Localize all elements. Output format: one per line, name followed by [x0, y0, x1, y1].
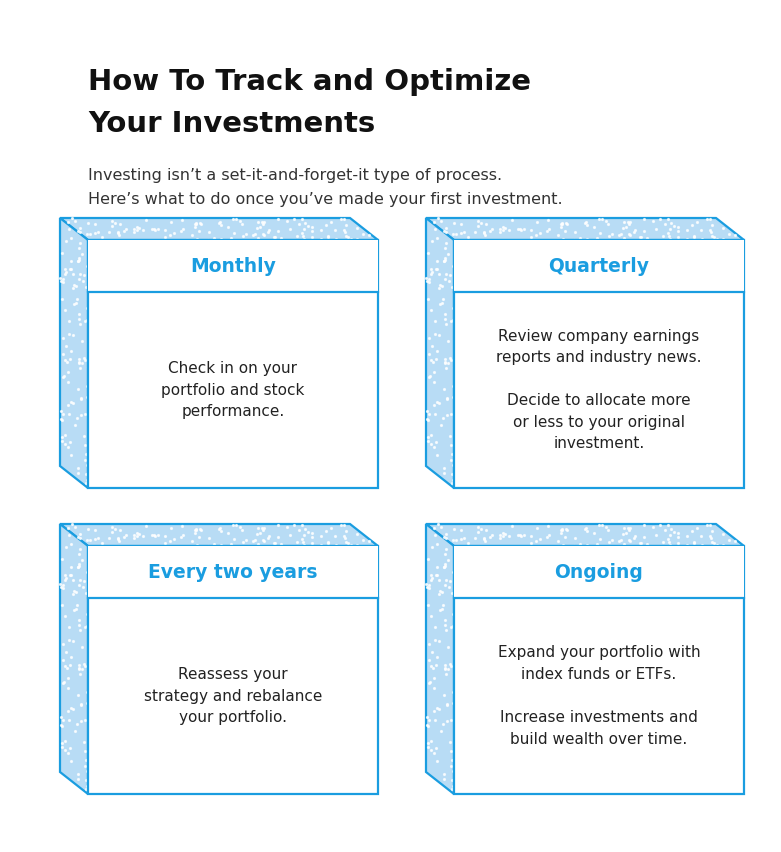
Text: Investing isn’t a set-it-and-forget-it type of process.: Investing isn’t a set-it-and-forget-it t… [88, 168, 502, 183]
FancyBboxPatch shape [454, 240, 744, 488]
FancyBboxPatch shape [88, 240, 378, 488]
Polygon shape [426, 218, 454, 488]
Polygon shape [60, 218, 88, 488]
Polygon shape [60, 524, 88, 794]
FancyBboxPatch shape [88, 546, 378, 598]
Polygon shape [60, 218, 378, 240]
Text: Check in on your
portfolio and stock
performance.: Check in on your portfolio and stock per… [162, 361, 305, 419]
Text: Quarterly: Quarterly [548, 256, 650, 275]
Text: Every two years: Every two years [148, 562, 318, 582]
FancyBboxPatch shape [454, 546, 744, 598]
FancyBboxPatch shape [454, 240, 744, 292]
Polygon shape [60, 524, 378, 546]
Text: Monthly: Monthly [190, 256, 276, 275]
Polygon shape [426, 218, 744, 240]
Text: Here’s what to do once you’ve made your first investment.: Here’s what to do once you’ve made your … [88, 192, 562, 207]
FancyBboxPatch shape [88, 546, 378, 794]
FancyBboxPatch shape [88, 240, 378, 292]
Text: Expand your portfolio with
index funds or ETFs.

Increase investments and
build : Expand your portfolio with index funds o… [497, 645, 701, 746]
Text: Reassess your
strategy and rebalance
your portfolio.: Reassess your strategy and rebalance you… [144, 667, 323, 725]
FancyBboxPatch shape [454, 546, 744, 794]
Text: Review company earnings
reports and industry news.

Decide to allocate more
or l: Review company earnings reports and indu… [496, 329, 702, 452]
Text: Ongoing: Ongoing [555, 562, 644, 582]
Text: How To Track and Optimize: How To Track and Optimize [88, 68, 531, 96]
Polygon shape [426, 524, 744, 546]
Text: Your Investments: Your Investments [88, 110, 375, 138]
Polygon shape [426, 524, 454, 794]
